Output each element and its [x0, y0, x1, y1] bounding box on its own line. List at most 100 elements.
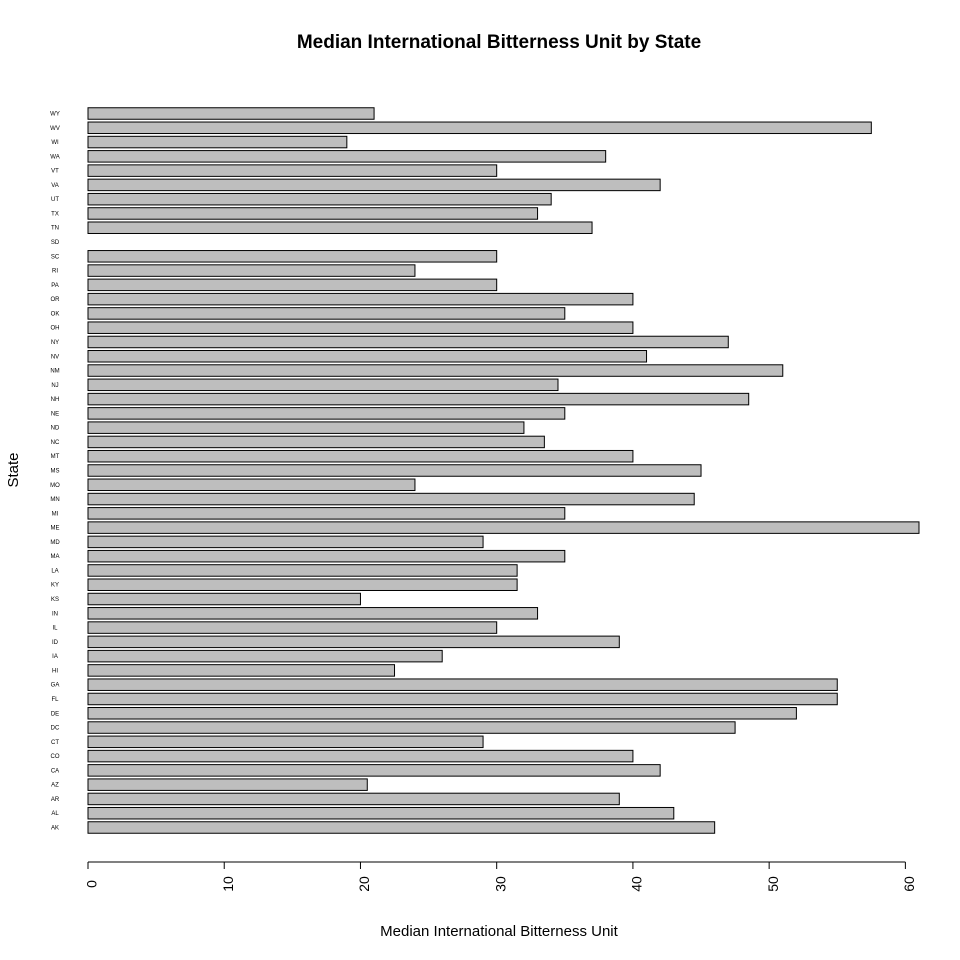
category-label-il: IL [52, 626, 58, 632]
bar-nh [87, 392, 750, 406]
category-label-tx: TX [51, 211, 59, 217]
category-label-nv: NV [51, 354, 59, 360]
bar-in [87, 607, 539, 620]
x-tick-label-60: 60 [901, 876, 917, 892]
bar-tn [87, 221, 593, 234]
category-label-ri: RI [52, 269, 58, 275]
x-tick-label-20: 20 [356, 876, 372, 892]
bar-ut [87, 192, 552, 206]
category-label-wv: WV [50, 126, 60, 132]
category-label-or: OR [51, 297, 61, 303]
x-tick-label-0: 0 [84, 880, 100, 888]
bar-ky [87, 578, 518, 591]
bar-ks [87, 592, 361, 606]
category-label-ne: NE [51, 411, 59, 417]
bar-ma [87, 549, 566, 563]
bar-hi [87, 664, 396, 677]
category-label-la: LA [51, 568, 58, 574]
bar-ri [87, 264, 416, 277]
category-label-nj: NJ [51, 383, 58, 389]
category-label-in: IN [52, 611, 58, 617]
bar-de [87, 707, 797, 720]
bar-nc [87, 435, 545, 449]
category-label-me: ME [51, 526, 60, 532]
bar-or [87, 292, 634, 306]
bar-ne [87, 407, 566, 420]
bar-mi [87, 507, 566, 520]
category-label-nm: NM [50, 369, 59, 375]
bar-ct [87, 735, 484, 749]
category-label-ms: MS [51, 469, 60, 475]
category-label-ky: KY [51, 583, 59, 589]
bar-co [87, 749, 634, 763]
category-label-ca: CA [51, 768, 59, 774]
category-labels: AK AL AR AZ CA CO CT DC DE FL GA HI IA ID IL IN KS KY LA MA… [50, 112, 60, 832]
bar-nj [87, 378, 559, 392]
x-tick-label-40: 40 [629, 876, 645, 892]
category-label-al: AL [51, 811, 59, 817]
category-label-md: MD [50, 540, 60, 546]
bar-wa [87, 150, 607, 163]
bar-va [87, 178, 661, 192]
category-label-az: AZ [51, 783, 59, 789]
bar-ak [87, 821, 716, 834]
category-label-mo: MO [50, 483, 60, 489]
bar-nd [87, 421, 525, 434]
category-label-va: VA [51, 183, 59, 189]
bar-fl [87, 692, 838, 706]
bar-sc [87, 250, 498, 263]
bar-mt [87, 449, 634, 463]
bar-nm [87, 364, 784, 377]
category-label-dc: DC [51, 726, 60, 732]
category-label-pa: PA [51, 283, 59, 289]
category-label-ak: AK [51, 826, 59, 832]
category-label-ny: NY [51, 340, 59, 346]
category-label-wy: WY [50, 112, 60, 118]
bar-ia [87, 649, 443, 663]
category-label-mt: MT [51, 454, 60, 460]
bar-dc [87, 721, 736, 734]
bar-id [87, 635, 620, 649]
category-label-ar: AR [51, 797, 60, 803]
bar-vt [87, 164, 498, 177]
bar-mn [87, 492, 695, 506]
category-label-nc: NC [51, 440, 60, 446]
category-label-sd: SD [51, 240, 60, 246]
category-label-ga: GA [51, 683, 60, 689]
category-label-oh: OH [51, 326, 60, 332]
category-label-id: ID [52, 640, 59, 646]
bar-ny [87, 335, 729, 349]
chart-title: Median International Bitterness Unit by … [297, 32, 701, 53]
bar-oh [87, 321, 634, 334]
bar-ga [87, 678, 838, 691]
category-label-ok: OK [51, 311, 60, 317]
category-label-nd: ND [51, 426, 60, 432]
bar-wy [87, 107, 375, 120]
category-label-fl: FL [51, 697, 59, 703]
category-label-co: CO [51, 754, 60, 760]
category-label-ks: KS [51, 597, 59, 603]
category-label-nh: NH [51, 397, 60, 403]
bar-al [87, 806, 675, 820]
bar-mo [87, 478, 416, 492]
category-label-tn: TN [51, 226, 59, 232]
bar-pa [87, 278, 498, 292]
x-axis-label: Median International Bitterness Unit [380, 923, 618, 940]
bar-md [87, 535, 484, 549]
bar-nv [87, 350, 648, 363]
category-label-de: DE [51, 711, 59, 717]
bar-tx [87, 207, 539, 220]
bar-la [87, 564, 518, 577]
bar-wv [87, 121, 872, 135]
bar-ok [87, 307, 566, 320]
category-label-hi: HI [52, 668, 58, 674]
x-tick-label-50: 50 [765, 876, 781, 892]
bar-az [87, 778, 368, 791]
category-label-wi: WI [51, 140, 59, 146]
bar-ar [87, 792, 620, 806]
category-label-mi: MI [52, 511, 59, 517]
category-label-ma: MA [51, 554, 60, 560]
x-tick-label-10: 10 [220, 876, 236, 892]
